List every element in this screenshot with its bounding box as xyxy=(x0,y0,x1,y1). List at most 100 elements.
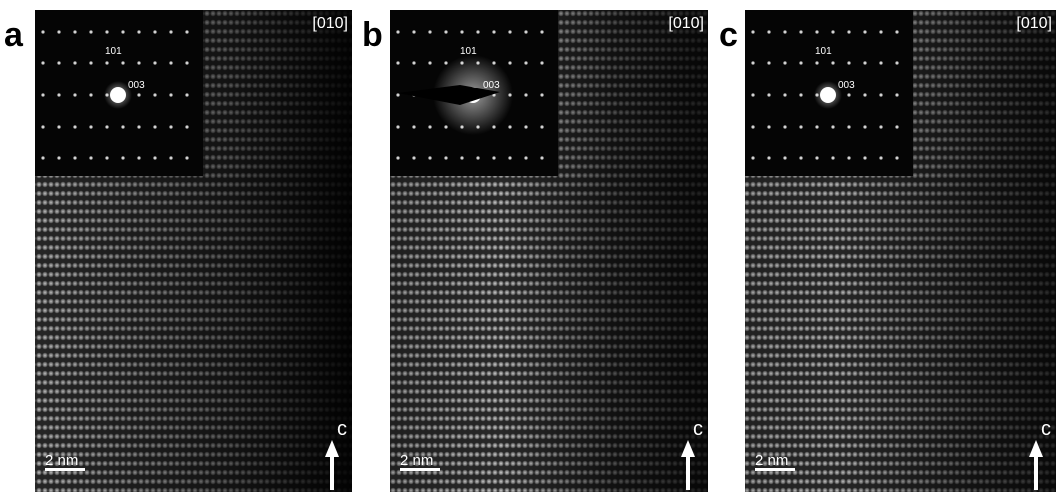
diffraction-spot xyxy=(185,125,189,129)
diffraction-spot xyxy=(105,156,109,160)
diffraction-spot xyxy=(863,125,867,129)
diffraction-spot xyxy=(153,156,157,160)
scale-bar-label: 2 nm xyxy=(755,452,788,469)
diffraction-spot xyxy=(767,61,771,65)
diffraction-spot xyxy=(508,30,512,34)
diffraction-spot xyxy=(879,61,883,65)
diffraction-spot xyxy=(121,156,125,160)
diffraction-spot xyxy=(751,156,755,160)
diffraction-spot xyxy=(508,125,512,129)
diffraction-spot xyxy=(815,156,819,160)
diffraction-spot xyxy=(444,156,448,160)
diffraction-spot xyxy=(751,125,755,129)
diffraction-spot xyxy=(396,30,400,34)
diffraction-spot xyxy=(895,61,899,65)
diffraction-spot xyxy=(137,30,141,34)
diffraction-spot xyxy=(895,30,899,34)
diffraction-spot xyxy=(492,30,496,34)
diffraction-spot xyxy=(428,125,432,129)
diffraction-spot xyxy=(73,93,77,97)
diffraction-spot xyxy=(73,156,77,160)
diffraction-spot xyxy=(751,30,755,34)
diffraction-spot xyxy=(767,156,771,160)
diffraction-spot xyxy=(863,93,867,97)
diffraction-spot xyxy=(412,156,416,160)
diffraction-spot xyxy=(137,61,141,65)
panel-label: b xyxy=(362,16,383,54)
diffraction-spot xyxy=(863,30,867,34)
diffraction-spot xyxy=(73,61,77,65)
diffraction-spot xyxy=(895,156,899,160)
diffraction-spot xyxy=(73,125,77,129)
diffraction-spot xyxy=(169,125,173,129)
diffraction-spot xyxy=(508,156,512,160)
diffraction-spot xyxy=(41,30,45,34)
diffraction-spot xyxy=(460,30,464,34)
axis-label: c xyxy=(337,418,347,440)
diffraction-spot xyxy=(847,125,851,129)
diffraction-spot xyxy=(57,156,61,160)
diffraction-spot xyxy=(831,125,835,129)
diffraction-spot xyxy=(895,125,899,129)
diffraction-spot xyxy=(540,156,544,160)
zone-axis: [010] xyxy=(1016,15,1052,32)
diffraction-spot xyxy=(41,156,45,160)
diffraction-spot xyxy=(428,156,432,160)
diffraction-spot xyxy=(412,30,416,34)
diffraction-spot xyxy=(428,30,432,34)
diffraction-spot xyxy=(41,93,45,97)
scale-bar-label: 2 nm xyxy=(45,452,78,469)
diffraction-spot xyxy=(847,61,851,65)
diffraction-spot xyxy=(121,125,125,129)
inset-label: 101 xyxy=(460,46,477,57)
diffraction-spot xyxy=(767,93,771,97)
diffraction-spot xyxy=(767,125,771,129)
diffraction-spot xyxy=(153,61,157,65)
diffraction-spot xyxy=(783,30,787,34)
inset-label: 003 xyxy=(838,80,855,91)
diffraction-spot xyxy=(137,125,141,129)
diffraction-spot xyxy=(121,30,125,34)
diffraction-spot xyxy=(831,30,835,34)
diffraction-spot xyxy=(105,61,109,65)
zone-axis: [010] xyxy=(668,15,704,32)
diffraction-spot xyxy=(879,93,883,97)
diffraction-spot xyxy=(879,125,883,129)
diffraction-spot xyxy=(396,93,400,97)
diffraction-spot xyxy=(89,30,93,34)
diffraction-spot xyxy=(460,156,464,160)
diffraction-spot xyxy=(169,93,173,97)
diffraction-spot xyxy=(185,156,189,160)
diffraction-spot xyxy=(879,30,883,34)
diffraction-spot xyxy=(540,125,544,129)
diffraction-spot xyxy=(396,156,400,160)
diffraction-spot xyxy=(153,125,157,129)
diffraction-spot xyxy=(89,125,93,129)
axis-label: c xyxy=(1041,418,1051,440)
diffraction-spot xyxy=(783,93,787,97)
diffraction-spot xyxy=(476,156,480,160)
diffraction-spot xyxy=(57,125,61,129)
scale-bar-label: 2 nm xyxy=(400,452,433,469)
diffraction-spot xyxy=(185,30,189,34)
diffraction-spot xyxy=(57,61,61,65)
diffraction-spot xyxy=(412,125,416,129)
diffraction-spot xyxy=(751,61,755,65)
diffraction-spot xyxy=(524,30,528,34)
diffraction-spot xyxy=(169,61,173,65)
diffraction-spot xyxy=(412,61,416,65)
diffraction-spot xyxy=(783,61,787,65)
diffraction-spot xyxy=(799,125,803,129)
diffraction-spot xyxy=(863,156,867,160)
diffraction-spot xyxy=(153,30,157,34)
diffraction-spot xyxy=(396,61,400,65)
diffraction-spot xyxy=(540,93,544,97)
zone-axis: [010] xyxy=(312,15,348,32)
diffraction-spot xyxy=(169,30,173,34)
diffraction-spot xyxy=(492,156,496,160)
diffraction-spot xyxy=(863,61,867,65)
diffraction-spot xyxy=(831,61,835,65)
